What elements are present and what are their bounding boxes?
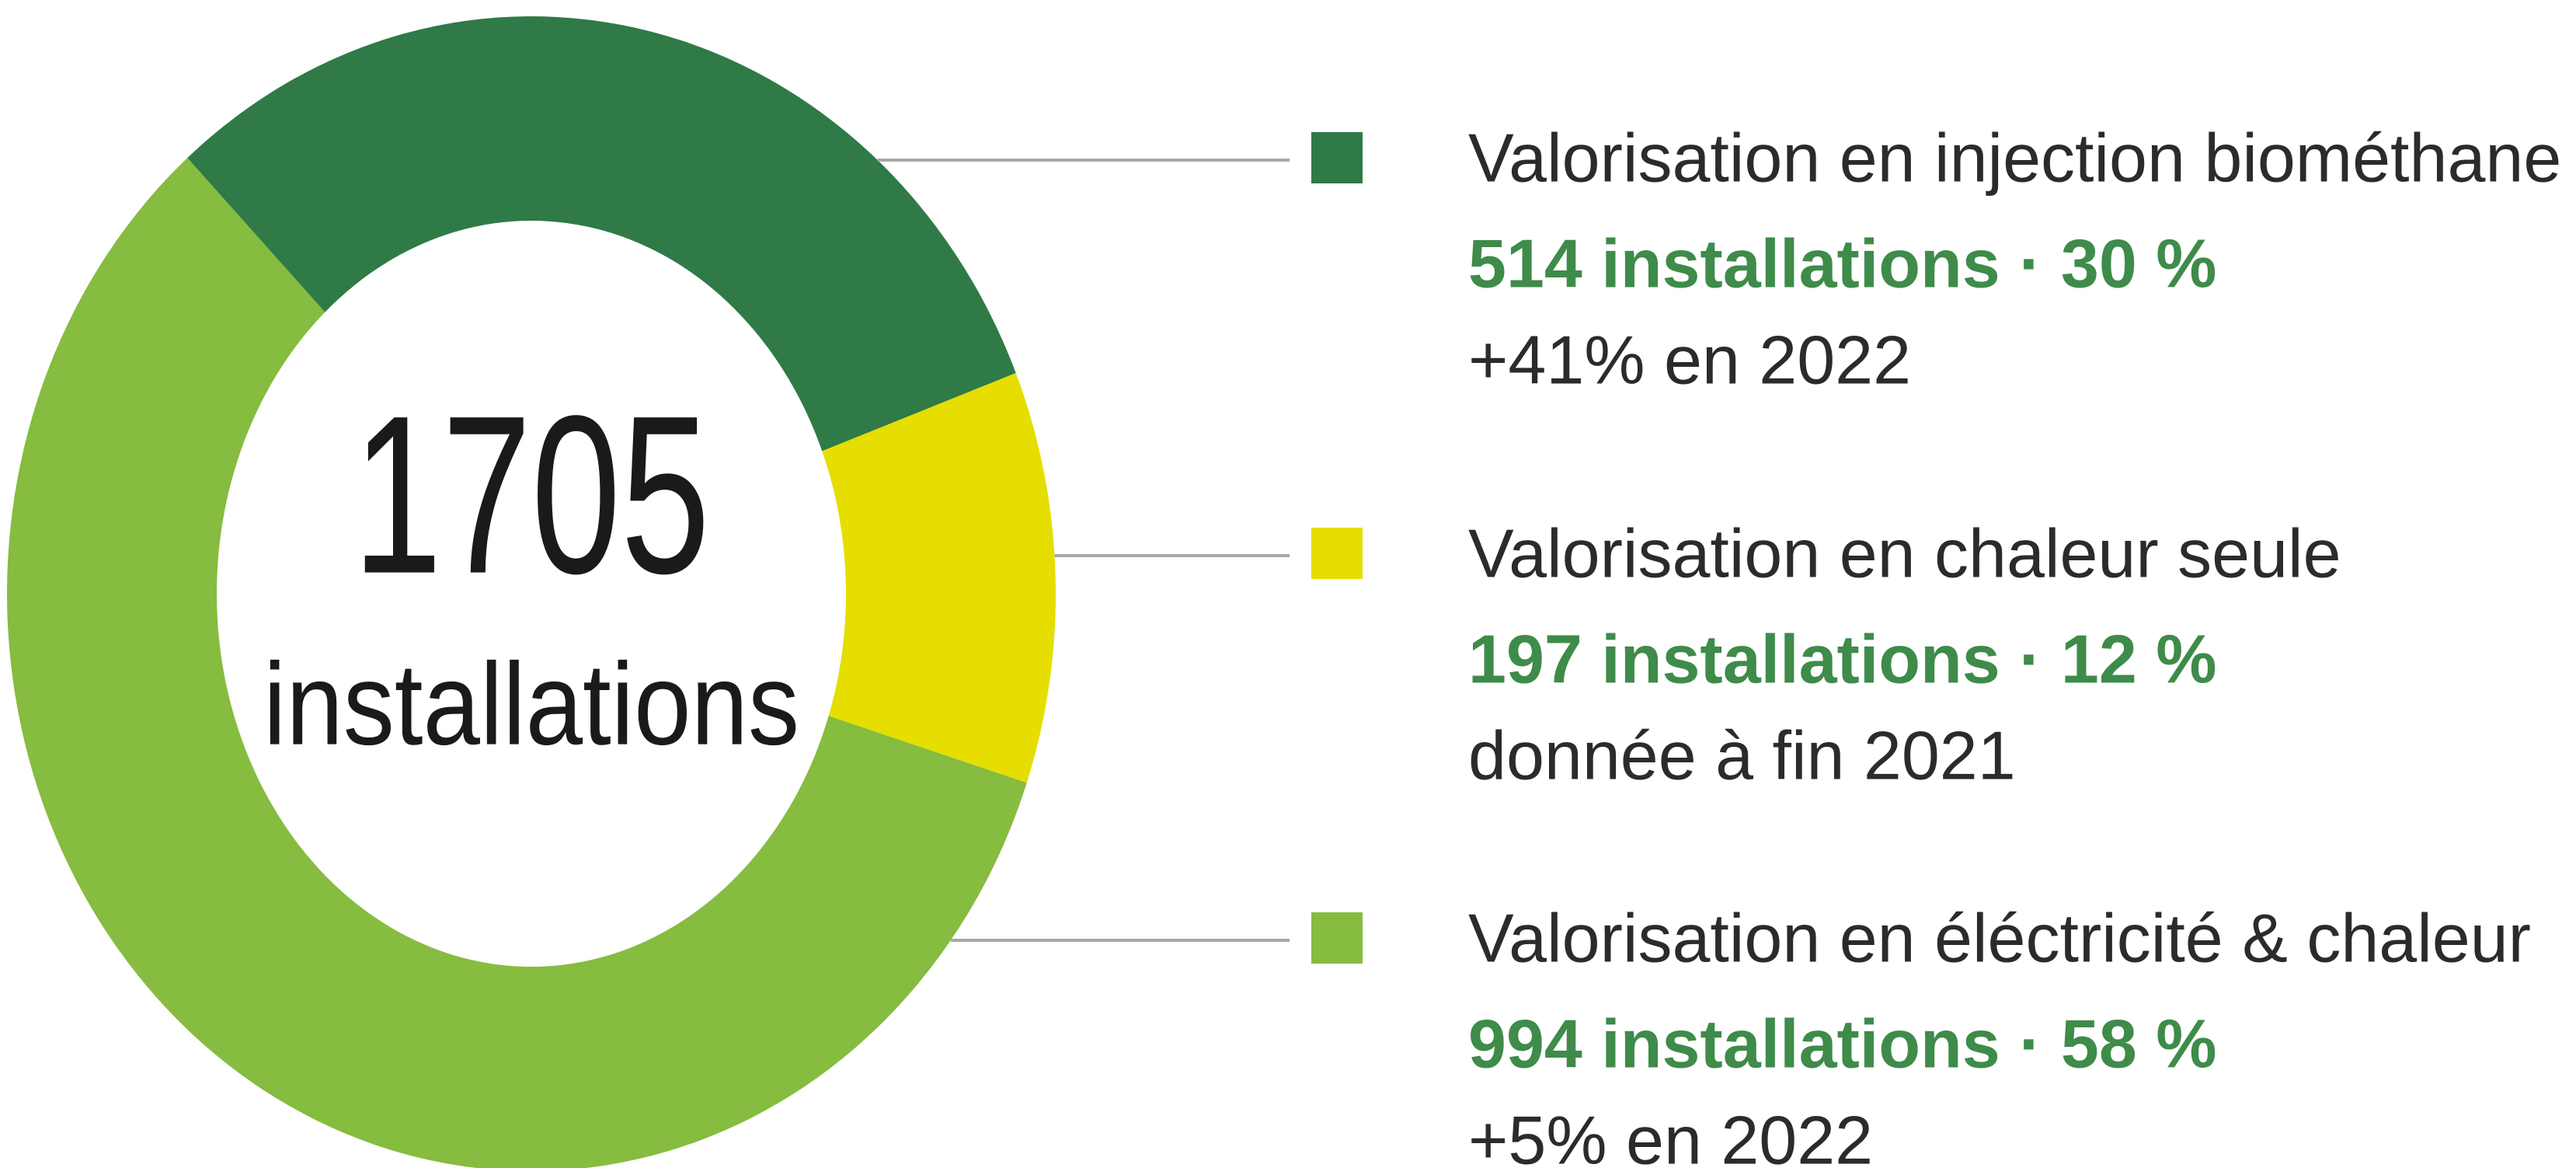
donut-slice bbox=[187, 16, 1016, 452]
legend-label: Valorisation en éléctricité & chaleur bbox=[1468, 899, 2531, 976]
value-label: 514 installations · 30 % bbox=[1468, 225, 2217, 302]
note: +41% en 2022 bbox=[1468, 321, 1911, 398]
value-label: 197 installations · 12 % bbox=[1468, 620, 2217, 697]
legend: Valorisation en injection biométhane 514 … bbox=[877, 119, 2561, 1168]
donut bbox=[6, 16, 1056, 1168]
center-value: 1705 bbox=[353, 369, 710, 621]
note: donnée à fin 2021 bbox=[1468, 716, 2016, 793]
value-label: 994 installations · 58 % bbox=[1468, 1005, 2217, 1082]
legend-swatch bbox=[1311, 132, 1363, 183]
legend-swatch bbox=[1311, 528, 1363, 579]
legend-swatch bbox=[1311, 912, 1363, 964]
legend-label: Valorisation en chaleur seule bbox=[1468, 514, 2341, 591]
donut-slice bbox=[822, 373, 1056, 783]
legend-label: Valorisation en injection biométhane bbox=[1468, 119, 2561, 196]
note: +5% en 2022 bbox=[1468, 1101, 1873, 1168]
donut-slice bbox=[6, 158, 1027, 1168]
center-label: installations bbox=[263, 639, 799, 769]
